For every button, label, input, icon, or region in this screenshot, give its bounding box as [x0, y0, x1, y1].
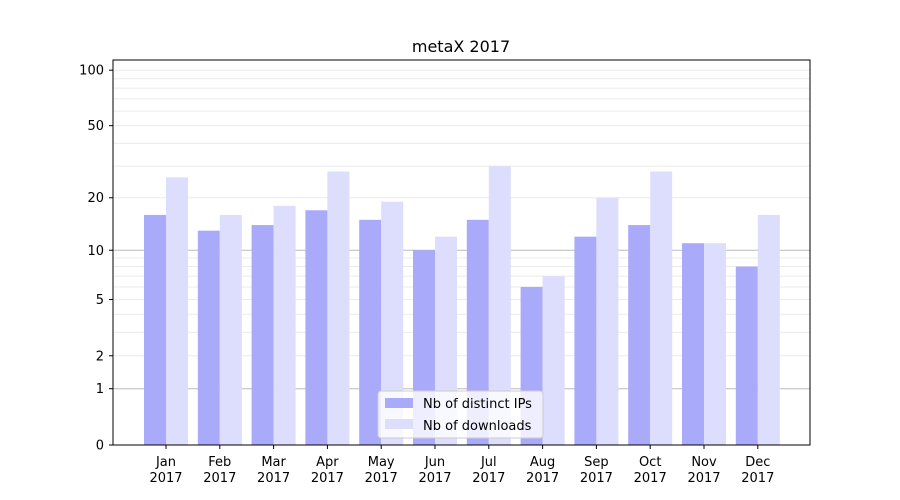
- legend-swatch-ips: [385, 398, 413, 408]
- y-tick-label: 100: [79, 64, 104, 79]
- bar-downloads: [166, 177, 188, 446]
- chart-title: metaX 2017: [412, 37, 510, 56]
- y-tick-label: 2: [96, 349, 104, 364]
- y-tick-label: 0: [96, 439, 104, 454]
- x-tick-label: Nov 2017: [687, 455, 720, 486]
- y-tick-label: 50: [87, 119, 104, 134]
- y-tick-label: 1: [96, 382, 104, 397]
- x-tick-label: Aug 2017: [526, 455, 559, 486]
- x-tick-label: Dec 2017: [741, 455, 774, 486]
- bar-distinct-ips: [574, 236, 597, 445]
- y-tick-label: 10: [87, 244, 104, 259]
- x-tick-label: Jan 2017: [149, 455, 182, 486]
- bar-downloads: [650, 171, 673, 446]
- x-tick-label: Jun 2017: [418, 455, 451, 486]
- x-tick-label: Feb 2017: [203, 455, 236, 486]
- x-tick-label: Jul 2017: [472, 455, 505, 486]
- bar-distinct-ips: [197, 230, 220, 445]
- bar-distinct-ips: [628, 225, 651, 445]
- legend-swatch-downloads: [385, 419, 413, 429]
- bar-downloads: [327, 171, 350, 446]
- legend: Nb of distinct IPs Nb of downloads: [377, 390, 544, 439]
- bar-downloads: [381, 201, 404, 445]
- bar-downloads: [596, 197, 619, 445]
- bar-downloads: [542, 276, 565, 445]
- y-tick-label: 20: [87, 191, 104, 206]
- x-tick-label: Mar 2017: [257, 455, 290, 486]
- bar-downloads: [757, 214, 780, 445]
- bar-distinct-ips: [682, 243, 704, 445]
- x-tick-label: Apr 2017: [311, 455, 344, 486]
- bar-distinct-ips: [305, 210, 328, 445]
- bar-distinct-ips: [466, 219, 489, 445]
- bar-distinct-ips: [251, 225, 274, 445]
- x-tick-label: Sep 2017: [580, 455, 613, 486]
- x-tick-label: Oct 2017: [634, 455, 667, 486]
- y-tick-label: 5: [96, 293, 104, 308]
- bar-downloads: [488, 166, 511, 445]
- bar-distinct-ips: [359, 219, 382, 445]
- plot-frame: [112, 59, 811, 446]
- bar-downloads: [273, 205, 296, 445]
- legend-label-downloads: Nb of downloads: [423, 419, 532, 434]
- legend-label-ips: Nb of distinct IPs: [423, 397, 532, 412]
- bar-distinct-ips: [144, 214, 166, 445]
- x-tick-label: May 2017: [365, 455, 398, 486]
- bar-downloads: [219, 214, 242, 445]
- bar-downloads: [704, 243, 726, 445]
- bar-distinct-ips: [735, 266, 758, 445]
